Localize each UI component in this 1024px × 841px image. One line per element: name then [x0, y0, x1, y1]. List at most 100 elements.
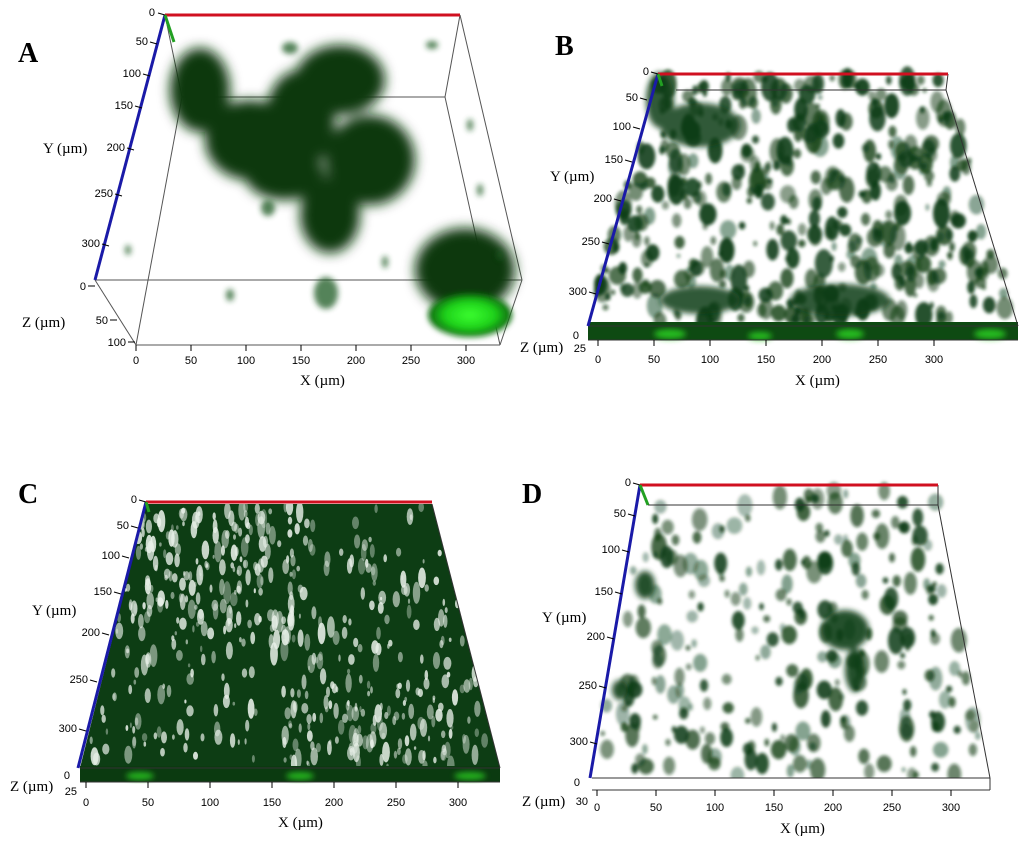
texture-speckle	[875, 88, 887, 101]
texture-speckle	[629, 566, 637, 575]
texture-speckle	[753, 240, 758, 247]
texture-speckle	[402, 700, 406, 706]
texture-speckle	[683, 197, 692, 209]
texture-speckle	[433, 617, 440, 632]
texture-speckle	[372, 580, 376, 586]
texture-speckle	[157, 597, 164, 607]
texture-speckle	[474, 728, 479, 737]
texture-speckle	[360, 587, 365, 600]
texture-speckle	[928, 614, 934, 621]
texture-speckle	[423, 677, 430, 690]
texture-speckle	[188, 571, 193, 581]
panel-d-x-tick: 200	[824, 802, 842, 814]
texture-speckle	[371, 640, 379, 654]
texture-speckle	[804, 268, 818, 290]
texture-speckle	[159, 542, 162, 547]
texture-speckle	[779, 623, 786, 633]
texture-speckle	[848, 233, 862, 252]
texture-speckle	[357, 557, 366, 575]
texture-speckle	[974, 731, 981, 740]
texture-speckle	[925, 203, 930, 211]
texture-speckle	[239, 556, 243, 563]
texture-speckle	[403, 583, 411, 597]
texture-speckle	[754, 183, 764, 199]
panel-b-z-tick: 25	[574, 343, 586, 355]
texture-speckle	[945, 311, 953, 324]
texture-speckle	[781, 625, 797, 645]
texture-speckle	[928, 593, 938, 606]
panel-c-x-tick: 100	[201, 797, 219, 809]
texture-speckle	[163, 549, 167, 559]
texture-speckle	[691, 508, 708, 531]
texture-speckle	[141, 528, 145, 538]
panel-b-x-tick-labels: 0 50 100 150 200 250 300	[595, 354, 943, 366]
texture-speckle	[612, 242, 620, 253]
texture-speckle	[426, 704, 434, 720]
texture-speckle	[397, 747, 401, 756]
texture-speckle	[872, 263, 885, 277]
texture-speckle	[673, 554, 688, 578]
texture-speckle	[144, 688, 151, 703]
texture-speckle	[338, 719, 345, 735]
texture-speckle	[883, 587, 899, 611]
texture-speckle	[323, 560, 330, 576]
texture-speckle	[861, 589, 869, 600]
texture-speckle	[393, 750, 398, 759]
texture-speckle	[766, 632, 779, 647]
texture-speckle	[219, 598, 227, 614]
texture-speckle	[361, 539, 368, 551]
texture-speckle	[838, 176, 843, 182]
texture-speckle	[764, 738, 770, 747]
texture-speckle	[424, 670, 429, 681]
texture-speckle	[901, 767, 906, 773]
texture-speckle	[462, 734, 466, 744]
texture-speckle	[742, 742, 753, 755]
texture-speckle	[888, 139, 894, 149]
texture-speckle	[352, 516, 359, 530]
texture-speckle	[316, 653, 324, 670]
texture-speckle	[422, 559, 425, 564]
texture-speckle	[770, 740, 787, 760]
texture-speckle	[174, 543, 181, 556]
texture-speckle	[625, 723, 640, 748]
texture-speckle	[685, 729, 701, 750]
texture-speckle	[688, 590, 696, 599]
texture-speckle	[268, 508, 273, 515]
texture-speckle	[331, 683, 338, 694]
panel-b-y-label: Y (µm)	[550, 169, 594, 185]
texture-speckle	[446, 671, 451, 678]
texture-speckle	[976, 223, 987, 240]
texture-speckle	[474, 700, 481, 717]
texture-speckle	[311, 652, 317, 665]
texture-speckle	[777, 152, 782, 161]
texture-speckle	[238, 527, 243, 537]
texture-speckle	[292, 738, 299, 752]
panel-b-y-ticks	[588, 71, 659, 295]
texture-speckle	[290, 754, 298, 768]
panel-d-y-tick: 250	[579, 680, 597, 692]
texture-speckle	[245, 719, 250, 732]
texture-speckle	[441, 730, 446, 739]
texture-speckle	[894, 275, 905, 291]
texture-speckle	[651, 533, 667, 561]
texture-speckle	[467, 716, 471, 724]
texture-speckle	[620, 283, 634, 297]
texture-speckle	[793, 127, 803, 142]
texture-speckle	[111, 668, 116, 678]
texture-speckle	[379, 722, 388, 740]
texture-speckle	[635, 722, 641, 732]
panel-a-render	[93, 13, 523, 346]
texture-speckle	[431, 715, 436, 728]
texture-speckle	[626, 681, 643, 699]
texture-speckle	[751, 626, 759, 635]
texture-speckle	[902, 175, 915, 195]
texture-speckle	[174, 631, 177, 636]
panel-c-y-tick-labels: 0 50 100 150 200 250 300	[59, 494, 137, 735]
texture-speckle	[338, 654, 341, 662]
texture-speckle	[442, 598, 446, 607]
texture-speckle	[365, 558, 369, 568]
texture-speckle	[843, 534, 848, 543]
texture-speckle	[931, 267, 947, 284]
texture-speckle	[392, 715, 397, 726]
texture-speckle	[125, 725, 129, 731]
